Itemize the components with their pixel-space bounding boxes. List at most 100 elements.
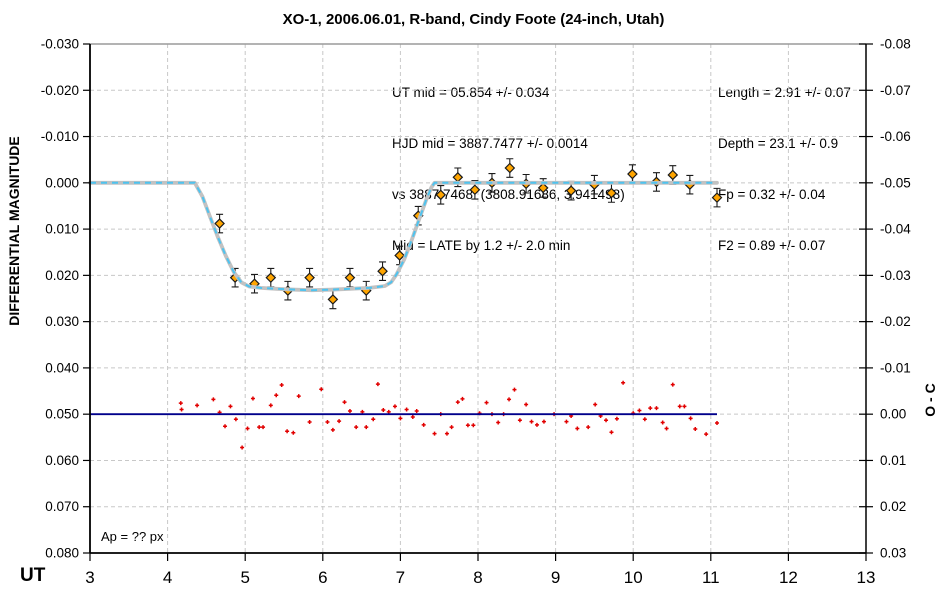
- residual-point: [465, 423, 470, 428]
- residual-point: [386, 409, 391, 414]
- x-tick-label: 5: [240, 568, 249, 587]
- residual-point: [240, 445, 245, 450]
- residual-point: [517, 418, 522, 423]
- residual-point: [432, 431, 437, 436]
- right-tick-label: -0.04: [880, 222, 911, 237]
- x-tick-label: 13: [857, 568, 876, 587]
- fit-annotation-block: UT mid = 05.854 +/- 0.034 HJD mid = 3887…: [392, 50, 625, 288]
- residual-point: [455, 400, 460, 405]
- x-axis-title: UT: [20, 565, 46, 586]
- residual-point: [660, 420, 665, 425]
- data-point: [537, 182, 549, 194]
- residual-point: [274, 393, 279, 398]
- right-tick-label: -0.01: [880, 360, 911, 375]
- left-tick-label: 0.010: [45, 222, 79, 237]
- residual-point: [245, 426, 250, 431]
- residual-point: [364, 425, 369, 430]
- residual-point: [704, 432, 709, 437]
- annotation-hjd-mid: HJD mid = 3887.7477 +/- 0.0014: [392, 136, 588, 151]
- residual-point: [541, 419, 546, 424]
- right-tick-label: -0.05: [880, 175, 911, 190]
- residual-point: [375, 382, 380, 387]
- left-tick-label: 0.030: [45, 314, 79, 329]
- residual-point: [211, 397, 216, 402]
- residual-point: [261, 425, 266, 430]
- residual-point: [233, 417, 238, 422]
- left-tick-label: -0.030: [41, 37, 79, 52]
- x-tick-label: 4: [163, 568, 172, 587]
- residual-point: [381, 408, 386, 413]
- residual-point: [496, 420, 501, 425]
- residual-point: [693, 426, 698, 431]
- right-tick-label: -0.06: [880, 129, 911, 144]
- residual-point: [307, 420, 312, 425]
- residual-point: [484, 400, 489, 405]
- residual-point: [512, 387, 517, 392]
- residual-point: [460, 396, 465, 401]
- residual-point: [179, 407, 184, 412]
- right-tick-label: -0.02: [880, 314, 911, 329]
- left-tick-label: 0.060: [45, 453, 79, 468]
- residual-point: [648, 406, 653, 411]
- annotation-f2: F2 = 0.89 +/- 0.07: [718, 238, 826, 253]
- residual-point: [682, 404, 687, 409]
- residual-point: [250, 396, 255, 401]
- residual-point: [609, 430, 614, 435]
- data-point: [214, 218, 225, 229]
- right-tick-label: -0.03: [880, 268, 911, 283]
- residual-point: [670, 382, 675, 387]
- right-tick-label: -0.07: [880, 83, 911, 98]
- x-tick-label: 8: [473, 568, 482, 587]
- left-tick-label: -0.020: [41, 83, 79, 98]
- residual-point: [347, 408, 352, 413]
- residual-point: [575, 426, 580, 431]
- left-tick-label: -0.010: [41, 129, 79, 144]
- chart-title: XO-1, 2006.06.01, R-band, Cindy Foote (2…: [282, 11, 665, 28]
- residual-point: [410, 414, 415, 419]
- right-tick-label: 0.02: [880, 499, 906, 514]
- data-point: [327, 294, 339, 305]
- residual-point: [398, 416, 403, 421]
- residual-point: [654, 406, 659, 411]
- data-point: [711, 192, 723, 203]
- residual-point: [471, 423, 476, 428]
- residual-point: [392, 404, 397, 409]
- residual-point: [637, 408, 642, 413]
- right-tick-label: 0.03: [880, 546, 906, 561]
- residual-point: [586, 425, 591, 430]
- annotation-length: Length = 2.91 +/- 0.07: [718, 85, 851, 100]
- residual-point: [223, 424, 228, 429]
- x-tick-label: 3: [85, 568, 94, 587]
- transit_model-dash: [90, 181, 717, 292]
- data-point: [394, 250, 405, 261]
- data-point: [504, 162, 516, 174]
- residual-point: [664, 426, 669, 431]
- residual-point: [564, 419, 569, 424]
- residual-point: [688, 416, 693, 421]
- residual-point: [319, 387, 324, 392]
- left-tick-label: 0.040: [45, 360, 79, 375]
- data-point: [344, 272, 356, 284]
- right-tick-label: 0.01: [880, 453, 906, 468]
- residual-point: [524, 402, 529, 407]
- residual-point: [534, 422, 539, 427]
- x-tick-label: 11: [702, 568, 720, 587]
- residual-point: [268, 403, 273, 408]
- residual-point: [593, 402, 598, 407]
- x-tick-label: 6: [318, 568, 327, 587]
- x-tick-label: 10: [624, 568, 643, 587]
- residual-point: [404, 407, 409, 412]
- data-point: [627, 168, 638, 180]
- residual-point: [291, 430, 296, 435]
- data-point: [565, 185, 577, 197]
- annotation-fp: Fp = 0.32 +/- 0.04: [718, 187, 826, 202]
- left-tick-label: 0.070: [45, 499, 79, 514]
- residual-point: [296, 394, 301, 399]
- residual-point: [195, 403, 200, 408]
- data-point: [452, 171, 464, 183]
- residual-point: [325, 420, 330, 425]
- x-tick-label: 12: [779, 568, 798, 587]
- params-annotation-block: Length = 2.91 +/- 0.07 Depth = 23.1 +/- …: [718, 50, 851, 288]
- residual-point: [444, 431, 449, 436]
- left-tick-label: 0.050: [45, 407, 79, 422]
